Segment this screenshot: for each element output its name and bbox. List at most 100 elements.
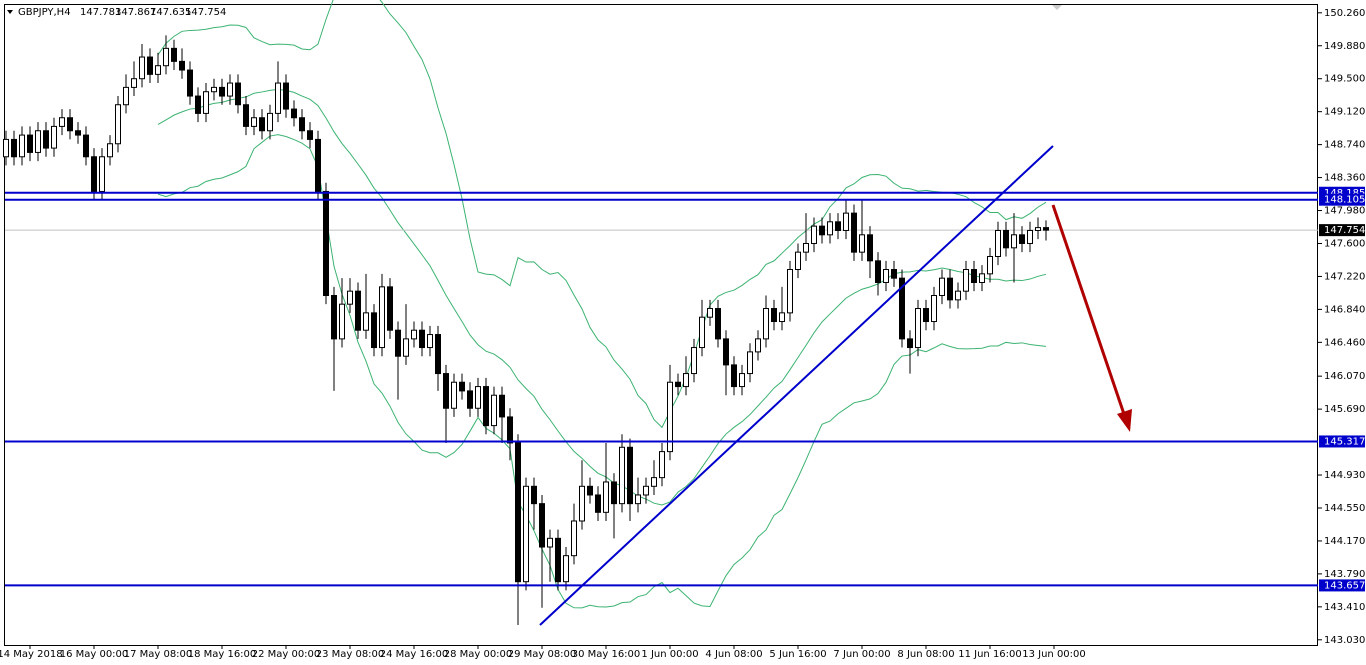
shift-marker[interactable] — [1052, 5, 1062, 10]
y-tick-label: 149.120 — [1324, 107, 1365, 118]
candle-body — [643, 485, 649, 496]
candle-body — [243, 104, 249, 127]
candle-body — [267, 112, 273, 132]
candle-body — [379, 286, 385, 349]
candle-body — [843, 212, 849, 231]
y-tick-label: 143.410 — [1324, 602, 1365, 613]
candle-body — [867, 234, 873, 262]
candle-body — [739, 373, 745, 388]
y-tick-label: 145.690 — [1324, 404, 1365, 415]
candle-body — [163, 47, 169, 67]
candle-body — [1035, 227, 1041, 231]
candle-body — [435, 334, 441, 375]
x-tick-label: 30 May 16:00 — [572, 649, 641, 660]
candle-body — [1027, 229, 1033, 244]
candle-body — [387, 286, 393, 331]
candle-body — [955, 290, 961, 301]
arrow-shaft — [1051, 204, 1128, 421]
candle-body — [531, 485, 537, 505]
level-label-box — [1319, 193, 1365, 206]
x-tick-label: 1 Jun 00:00 — [641, 649, 698, 660]
candle-body — [355, 290, 361, 331]
menu-triangle[interactable] — [7, 10, 13, 14]
candle-body — [323, 190, 329, 297]
price-label-box — [1319, 224, 1365, 237]
candle-body — [11, 138, 17, 158]
ohlc-close: 147.754 — [185, 7, 226, 18]
y-tick-label: 146.460 — [1324, 337, 1365, 348]
y-tick-label: 149.500 — [1324, 74, 1365, 85]
candle-body — [555, 537, 561, 583]
candle-body — [427, 334, 433, 349]
level-label: 145.317 — [1324, 436, 1365, 447]
y-tick-label: 144.550 — [1324, 503, 1365, 514]
candle-body — [1043, 227, 1049, 231]
candle-body — [99, 156, 105, 192]
candle-body — [475, 386, 481, 409]
candle-body — [891, 268, 897, 279]
ohlc-low: 147.635 — [150, 7, 191, 18]
candle-body — [259, 117, 265, 132]
candle-body — [747, 351, 753, 375]
candle-body — [883, 268, 889, 284]
y-tick-label: 143.790 — [1324, 569, 1365, 580]
candle-body — [347, 290, 353, 305]
candle-body — [907, 338, 913, 349]
candle-body — [811, 225, 817, 244]
candle-body — [859, 234, 865, 253]
candle-body — [411, 329, 417, 340]
candle-body — [51, 125, 57, 149]
arrow-head — [1117, 409, 1132, 432]
x-tick-label: 5 Jun 16:00 — [769, 649, 826, 660]
candle-body — [451, 381, 457, 409]
candle-body — [731, 364, 737, 388]
candle-body — [139, 56, 145, 80]
candle-body — [219, 86, 225, 97]
candle-body — [67, 117, 73, 132]
candle-body — [923, 308, 929, 323]
candle-body — [819, 225, 825, 236]
candle-body — [995, 229, 1001, 257]
candle-body — [459, 381, 465, 392]
x-tick-label: 4 Jun 08:00 — [705, 649, 762, 660]
candle-body — [339, 303, 345, 340]
candle-body — [171, 47, 177, 62]
candle-body — [603, 481, 609, 513]
level-label: 148.105 — [1324, 195, 1365, 206]
candle-body — [651, 477, 657, 487]
candle-body — [715, 308, 721, 340]
y-tick-label: 147.220 — [1324, 271, 1365, 282]
candle-body — [419, 329, 425, 349]
candle-body — [155, 65, 161, 75]
y-tick-label: 147.600 — [1324, 238, 1365, 249]
price-label: 147.754 — [1324, 225, 1365, 236]
candle-body — [227, 82, 233, 97]
candle-body — [979, 273, 985, 284]
candle-body — [779, 312, 785, 323]
candle-body — [571, 520, 577, 557]
candle-body — [507, 416, 513, 444]
y-tick-label: 146.070 — [1324, 371, 1365, 382]
candle-body — [467, 390, 473, 409]
x-tick-label: 7 Jun 00:00 — [833, 649, 890, 660]
candle-body — [971, 268, 977, 284]
candle-body — [707, 308, 713, 318]
candle-body — [611, 481, 617, 505]
candle-body — [115, 104, 121, 145]
candle-body — [35, 130, 41, 153]
x-tick-label: 23 May 08:00 — [316, 649, 385, 660]
y-tick-label: 148.360 — [1324, 173, 1365, 184]
band-upper — [157, 0, 1047, 429]
candle-body — [659, 451, 665, 479]
x-tick-label: 8 Jun 08:00 — [897, 649, 954, 660]
candle-body — [75, 130, 81, 136]
candle-body — [179, 60, 185, 71]
candle-body — [547, 537, 553, 548]
candle-body — [315, 138, 321, 192]
candle-body — [691, 347, 697, 375]
candle-body — [827, 221, 833, 236]
candle-body — [771, 308, 777, 323]
candle-body — [187, 69, 193, 97]
candle-body — [667, 381, 673, 453]
